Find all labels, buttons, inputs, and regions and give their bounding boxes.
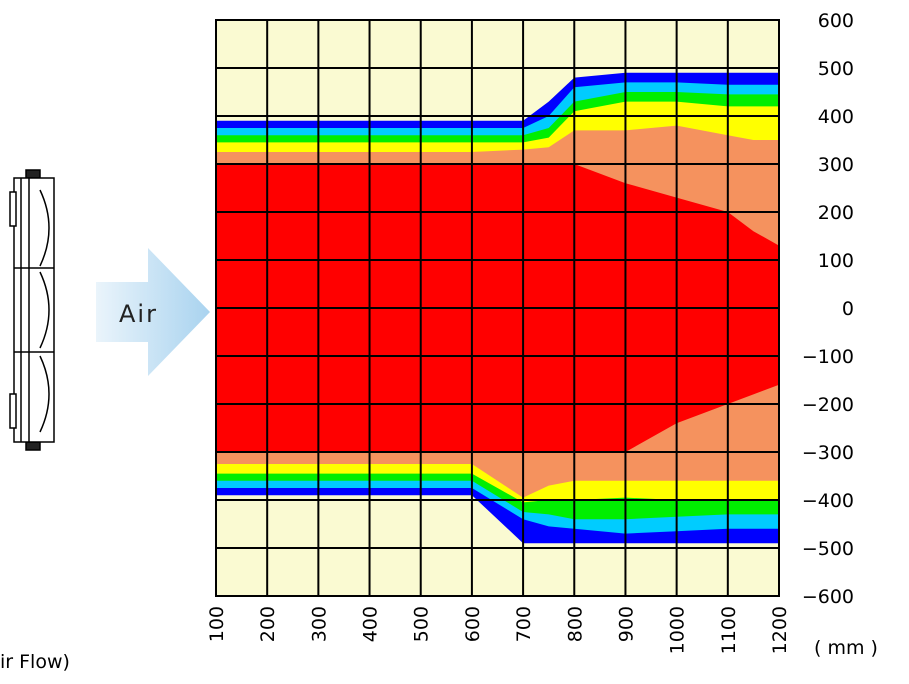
x-tick-label: 400 — [360, 606, 382, 642]
x-tick-labels: 100 200 300 400 500 600 700 800 900 1000 1100 1200 — [206, 606, 791, 654]
y-tick-label: 600 — [818, 10, 854, 32]
x-tick-label: 300 — [308, 606, 330, 642]
y-tick-label: 300 — [818, 154, 854, 176]
y-tick-label: 400 — [818, 106, 854, 128]
y-tick-label: 0 — [842, 298, 854, 320]
plot-frame — [215, 19, 780, 597]
fan-device-icon — [9, 169, 55, 451]
x-tick-label: 800 — [564, 606, 586, 642]
air-arrow-icon — [96, 248, 210, 376]
x-tick-label: 900 — [615, 606, 637, 642]
x-tick-label: 500 — [411, 606, 433, 642]
x-tick-label: 1000 — [667, 606, 689, 654]
y-tick-label: −600 — [802, 586, 854, 608]
y-tick-label: −100 — [802, 346, 854, 368]
x-tick-label: 700 — [513, 606, 535, 642]
x-tick-label: 100 — [206, 606, 228, 642]
y-tick-label: 500 — [818, 58, 854, 80]
x-tick-label: 1200 — [769, 606, 791, 654]
y-tick-label: −200 — [802, 394, 854, 416]
plot-area — [215, 19, 780, 597]
y-tick-labels: 600 500 400 300 200 100 0 −100 −200 −300 −400 −500 −… — [802, 10, 854, 608]
caption: ir Flow) — [0, 651, 70, 673]
x-tick-label: 1100 — [718, 606, 740, 654]
y-tick-label: −400 — [802, 490, 854, 512]
y-tick-label: 100 — [818, 250, 854, 272]
air-label: Air — [119, 300, 158, 328]
y-tick-label: −300 — [802, 442, 854, 464]
x-axis-unit: ( mm ) — [814, 637, 878, 659]
x-tick-label: 200 — [257, 606, 279, 642]
y-tick-label: 200 — [818, 202, 854, 224]
y-tick-label: −500 — [802, 538, 854, 560]
x-tick-label: 600 — [462, 606, 484, 642]
